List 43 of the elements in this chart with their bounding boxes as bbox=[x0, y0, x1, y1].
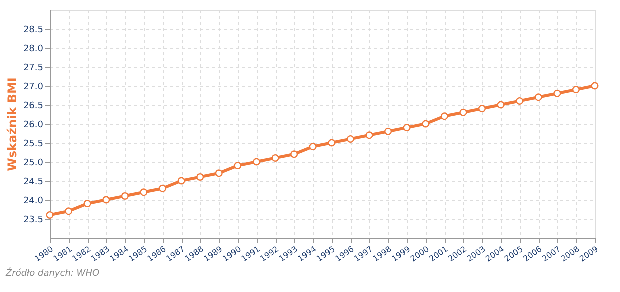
point bbox=[234, 162, 242, 170]
point bbox=[178, 177, 186, 185]
point bbox=[384, 128, 392, 136]
point bbox=[290, 150, 298, 158]
y-axis-title: Wskaźnik BMI bbox=[5, 78, 20, 172]
y-tick-label: 26.5 bbox=[23, 102, 44, 112]
point bbox=[309, 143, 317, 151]
point bbox=[422, 120, 430, 128]
point bbox=[140, 188, 148, 196]
y-tick-label: 23.5 bbox=[23, 216, 44, 226]
point bbox=[460, 108, 468, 116]
y-tick-label: 28.0 bbox=[23, 44, 44, 54]
point bbox=[572, 86, 580, 94]
point bbox=[252, 158, 260, 166]
y-tick-label: 28.5 bbox=[23, 26, 44, 36]
point bbox=[158, 184, 167, 192]
point bbox=[215, 170, 223, 178]
point bbox=[65, 208, 73, 216]
point bbox=[366, 132, 374, 140]
point bbox=[591, 82, 599, 90]
point bbox=[121, 192, 129, 200]
point bbox=[102, 196, 110, 204]
point bbox=[534, 94, 542, 102]
point bbox=[346, 135, 354, 143]
point bbox=[196, 173, 204, 181]
point bbox=[328, 139, 336, 147]
y-tick-label: 25.5 bbox=[23, 140, 44, 150]
point bbox=[403, 124, 411, 132]
y-tick-label: 25.0 bbox=[23, 158, 44, 168]
y-tick-label: 24.5 bbox=[23, 178, 44, 188]
text: Źródło danych: WHO bbox=[4, 267, 100, 280]
point bbox=[516, 97, 524, 105]
y-tick-label: 27.0 bbox=[23, 82, 44, 92]
point bbox=[440, 112, 448, 120]
point bbox=[478, 105, 486, 113]
point bbox=[272, 154, 280, 162]
y-tick-label: 24.0 bbox=[23, 196, 44, 206]
point bbox=[46, 211, 54, 219]
y-tick-label: 27.5 bbox=[23, 64, 44, 74]
point bbox=[497, 101, 505, 109]
point bbox=[84, 200, 92, 208]
y-tick-label: 26.0 bbox=[23, 120, 44, 130]
point bbox=[554, 90, 562, 98]
